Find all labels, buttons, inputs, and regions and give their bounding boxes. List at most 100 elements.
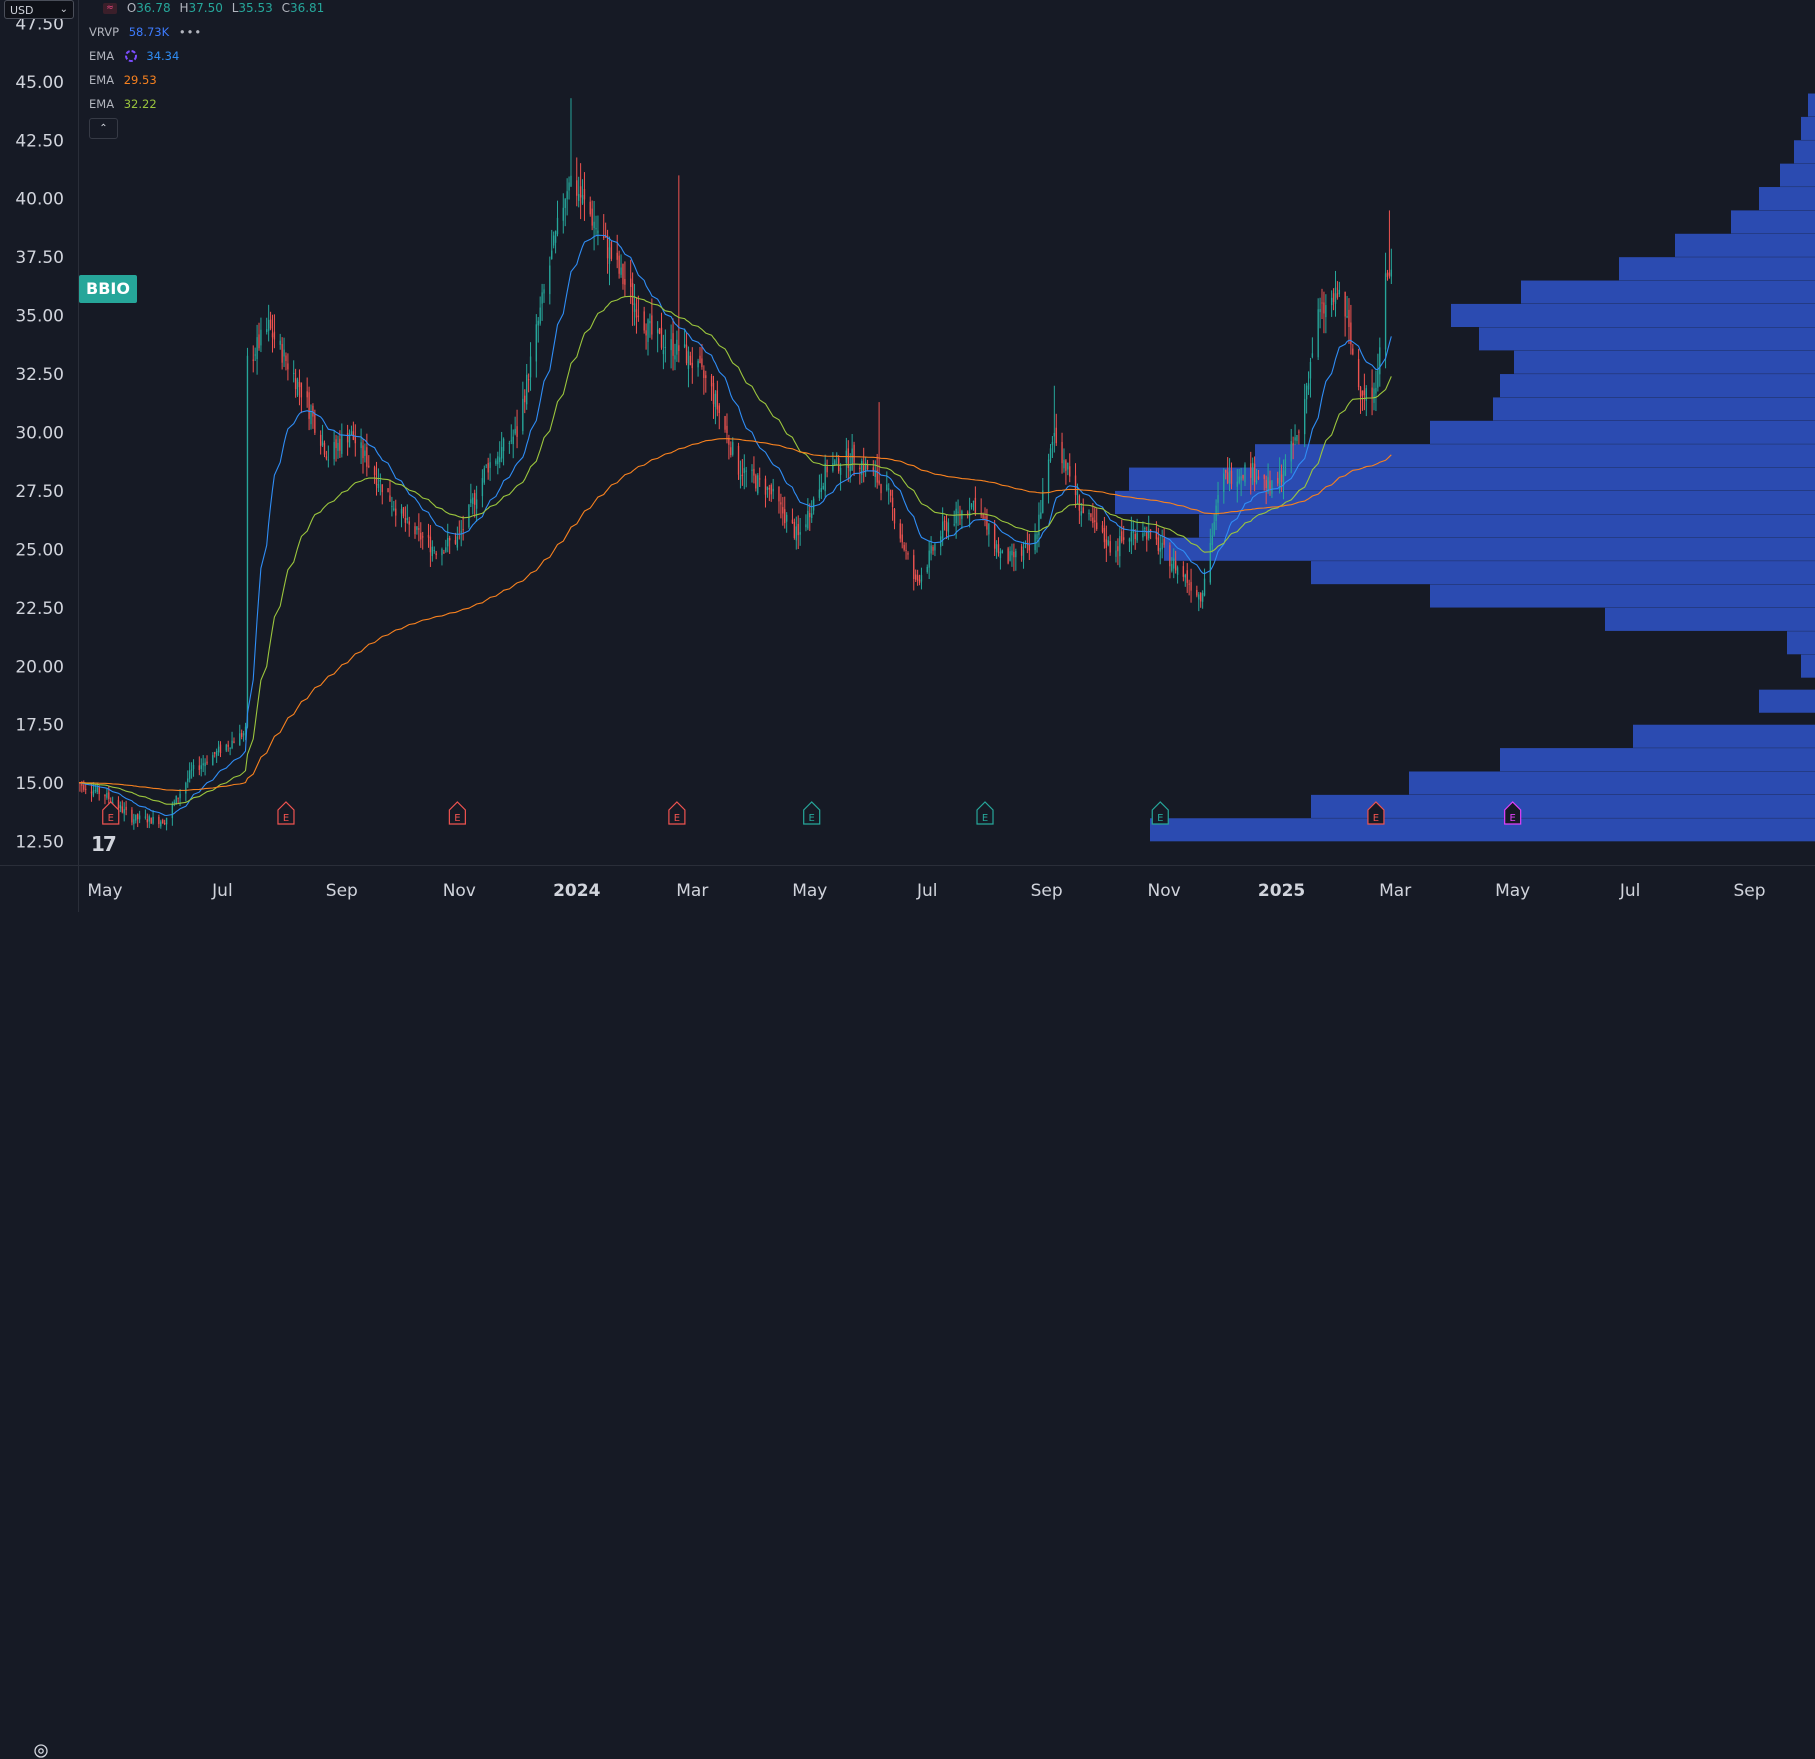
candle-body [117,799,120,809]
candle-body [1323,302,1325,314]
candle-body [1278,470,1281,489]
volume-profile-bar [1633,724,1815,748]
candle-body [192,765,195,770]
candle-body [1078,495,1081,511]
candle-body [204,762,206,767]
candle-body [200,765,202,770]
volume-profile-bar [1430,584,1815,608]
time-axis[interactable]: May Jul Sep Nov 2024 Mar May Jul Sep Nov 2025 Mar Ma… [78,865,1815,912]
candle-body [187,778,189,782]
time-tick-label: Jul [211,881,233,901]
candle-body [98,786,100,794]
candle-body [581,195,584,204]
volume-profile-bar [1500,748,1815,772]
candle-body [1188,583,1190,585]
candle-body [795,526,797,541]
candle-body [622,263,624,285]
candle-body [1036,533,1038,540]
candle-body [1242,474,1244,479]
candle-body [231,740,233,749]
candle-body [866,464,869,470]
candle-body [198,765,200,771]
time-tick-label: Mar [1379,881,1411,901]
candle-body [323,443,326,455]
legend-row-ema-3[interactable]: EMA 32.22 [89,92,202,116]
candle-body [920,575,923,582]
candle-body [606,235,609,259]
settings-icon[interactable] [33,1743,49,1759]
price-axis[interactable]: 12.50 15.00 17.50 20.00 22.50 25.00 27.50 30.00… [0,0,79,865]
candle-body [481,478,484,497]
candle-body [495,460,497,464]
candle-body [408,521,410,525]
candle-body [947,522,950,533]
candle-body [1200,592,1202,602]
candle-body [631,283,634,306]
candle-body [387,488,389,493]
candle-body [943,520,946,522]
candle-body [1363,390,1366,396]
legend-row-ema-2[interactable]: EMA 29.53 [89,68,202,92]
candle-body [770,484,772,495]
candle-body [1379,347,1381,375]
earnings-marker-shape [976,801,994,825]
candle-body [206,761,208,764]
volume-profile-bar [1759,689,1815,713]
candle-body [1134,533,1136,540]
candle-body [85,788,87,790]
earnings-marker-shape [448,801,466,825]
volume-profile-bar [1479,327,1815,351]
candle-body [1296,435,1298,441]
candle-body [339,438,341,451]
candle-body [123,809,125,814]
volume-profile-bar [1759,187,1815,211]
candle-body [568,182,570,191]
candle-body [514,428,516,434]
candle-body [1377,369,1379,388]
candle-body [1171,563,1173,571]
candle-body [1298,431,1300,433]
volume-profile-bar [1808,93,1815,117]
candle-body [190,769,193,771]
candle-body [346,432,349,443]
candle-body [1294,437,1296,441]
candle-body [1122,537,1125,540]
indicator-name: EMA [89,49,115,63]
candle-body [1144,527,1146,530]
earnings-marker: E [1504,801,1522,825]
price-tick-label: 22.50 [15,599,64,619]
candle-body [1132,529,1134,533]
candle-body [1094,520,1096,523]
earnings-marker: E [668,801,686,825]
candle-body [543,289,545,294]
candle-body [225,744,227,751]
earnings-marker: E [1151,801,1169,825]
candle-body [549,265,551,295]
candle-body [138,815,141,820]
volume-profile-bar [1801,654,1815,678]
candle-body [822,485,824,490]
candle-body [485,464,487,466]
candle-body [497,456,499,465]
candle-body [266,329,268,333]
candle-body [1263,474,1265,479]
candle-body [1253,463,1256,483]
collapse-legend-button[interactable]: ⌃ [89,118,118,139]
candle-body [1334,287,1337,304]
candle-body [1226,472,1229,484]
candle-body [1244,464,1246,483]
indicator-value: 32.22 [123,97,157,111]
legend-row-vrvp[interactable]: VRVP 58.73K ••• [89,20,202,44]
candle-body [1375,387,1377,394]
more-options-icon[interactable]: ••• [178,25,203,39]
candle-body [1109,541,1111,553]
candle-body [214,752,216,754]
ema-lines [77,234,1392,817]
candle-body [285,355,287,361]
candle-body [1155,531,1158,540]
candle-body [1252,462,1254,481]
legend-row-ema-1[interactable]: EMA 34.34 [89,44,202,68]
currency-selector[interactable]: USD ⌄ [4,0,74,19]
candle-body [836,454,838,457]
